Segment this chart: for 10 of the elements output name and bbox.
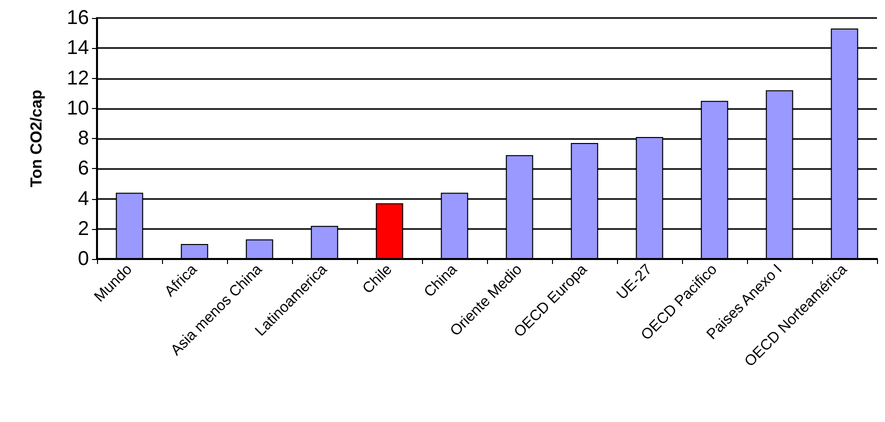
y-tick-label: 10 [66, 97, 89, 120]
y-tick-label: 8 [78, 128, 89, 150]
y-tick-label: 12 [66, 67, 89, 90]
y-tick-label: 4 [78, 188, 89, 210]
y-tick-label: 0 [78, 248, 89, 270]
y-tick-label: 16 [66, 7, 89, 29]
y-axis-title: Ton CO2/cap [28, 90, 46, 188]
y-tick-label: 14 [66, 37, 89, 60]
y-tick-label: 6 [78, 158, 89, 180]
y-tick-label: 2 [78, 218, 89, 240]
